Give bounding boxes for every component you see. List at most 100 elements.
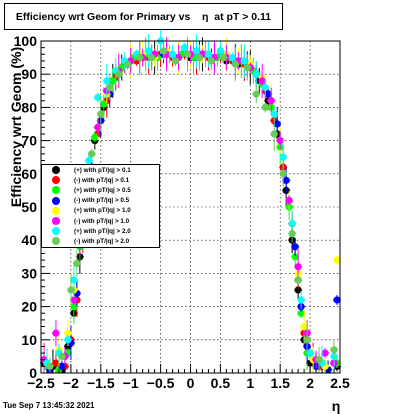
legend-item: (+) with pT/|q| > 1.0 (42, 206, 159, 216)
legend-label: (+) with pT/|q| > 0.5 (74, 186, 131, 194)
data-point (279, 153, 287, 161)
data-point (70, 303, 78, 311)
legend-item: (-) with pT/|q| > 1.0 (42, 216, 159, 226)
data-point (297, 309, 305, 317)
data-point (321, 349, 329, 357)
data-point (70, 296, 78, 304)
data-point (91, 133, 99, 141)
data-point (267, 97, 275, 105)
x-tick-label: 1.5 (270, 375, 290, 391)
y-tick-label: 90 (21, 66, 37, 82)
data-point (97, 110, 105, 118)
data-point (294, 276, 302, 284)
data-point (261, 83, 269, 92)
data-point (252, 70, 260, 78)
legend-label: (+) with pT/|q| > 2.0 (74, 227, 131, 235)
y-tick-label: 40 (21, 232, 37, 248)
data-point (261, 103, 269, 111)
data-point (333, 296, 341, 304)
data-point (219, 54, 227, 62)
data-point (285, 196, 293, 204)
legend-item: (-) with pT/|q| > 0.5 (42, 196, 159, 206)
data-point (315, 356, 323, 364)
data-point (291, 243, 299, 251)
data-point (231, 60, 239, 68)
chart-title-box: Efficiency wrt Geom for Primary vs η at … (4, 3, 283, 30)
data-point (106, 83, 114, 92)
legend-marker-icon (52, 227, 60, 236)
legend-item: (-) with pT/|q| > 0.1 (42, 175, 159, 185)
x-tick-label: −2.5 (27, 375, 55, 391)
data-point (136, 54, 144, 62)
legend-marker-icon (52, 237, 60, 246)
legend-label: (-) with pT/|q| > 2.0 (74, 237, 130, 245)
y-tick-label: 80 (21, 99, 37, 115)
data-point (303, 336, 311, 344)
data-point (67, 286, 75, 294)
data-point (294, 286, 302, 294)
legend-marker-icon (52, 176, 60, 185)
data-point (273, 120, 281, 128)
data-point (73, 259, 81, 268)
y-tick-label: 30 (21, 265, 37, 281)
data-point (171, 57, 180, 65)
legend-item: (+) with pT/|q| > 0.5 (42, 185, 159, 195)
data-point (85, 156, 93, 165)
data-point (70, 276, 78, 284)
legend-marker-icon (52, 166, 60, 175)
data-point (192, 47, 201, 55)
data-point (148, 54, 156, 62)
legend-marker-icon (52, 217, 60, 226)
y-axis-label: Efficiency wrt Geom (%) (8, 47, 24, 207)
legend-label: (-) with pT/|q| > 0.5 (74, 197, 130, 205)
data-point (279, 170, 287, 178)
data-point (159, 47, 168, 55)
data-point (46, 362, 54, 370)
data-point (258, 77, 266, 85)
data-point (228, 54, 236, 62)
x-tick-label: 0.5 (211, 375, 231, 391)
data-point (282, 176, 290, 185)
data-point (270, 110, 278, 118)
legend-item: (+) with pT/|q| > 2.0 (42, 226, 159, 236)
y-tick-label: 50 (21, 199, 37, 215)
data-point (300, 322, 308, 331)
data-point (216, 47, 224, 55)
data-point (294, 263, 302, 271)
y-tick-label: 20 (21, 299, 37, 315)
x-tick-label: 2.5 (330, 375, 350, 391)
data-point (270, 130, 278, 138)
legend: (+) with pT/|q| > 0.1 (-) with pT/|q| > … (41, 164, 160, 248)
legend-label: (+) with pT/|q| > 0.1 (74, 166, 131, 174)
y-tick-label: 10 (21, 332, 37, 348)
legend-label: (+) with pT/|q| > 1.0 (74, 207, 131, 215)
x-tick-label: −2 (63, 375, 79, 391)
data-point (297, 296, 305, 304)
data-point (52, 329, 60, 337)
y-tick-label: 70 (21, 133, 37, 149)
y-tick-labels: 0 10 20 30 40 50 60 70 80 90 100 (14, 33, 38, 381)
data-point (64, 329, 72, 337)
data-point (288, 229, 296, 238)
legend-item: (-) with pT/|q| > 2.0 (42, 236, 159, 246)
data-point (207, 57, 216, 65)
data-point (243, 63, 251, 72)
data-point (168, 50, 177, 58)
data-point (306, 349, 314, 357)
x-tick-labels: −2.5 −2 −1.5 −1 −0.5 0 0.5 1 1.5 2 2.5 (27, 375, 350, 391)
data-point (100, 100, 108, 108)
x-axis-label: η (332, 398, 341, 414)
data-point (64, 336, 72, 344)
data-point (115, 70, 123, 78)
data-point (103, 77, 111, 85)
y-tick-label: 100 (14, 33, 38, 49)
x-tick-label: 1 (246, 375, 254, 391)
data-point (94, 123, 102, 131)
data-point (94, 93, 102, 102)
y-tick-label: 0 (29, 365, 37, 381)
data-point (180, 44, 189, 52)
data-point (124, 60, 132, 68)
x-tick-label: 2 (306, 375, 314, 391)
data-point (276, 137, 284, 145)
x-tick-label: 0 (187, 375, 195, 391)
